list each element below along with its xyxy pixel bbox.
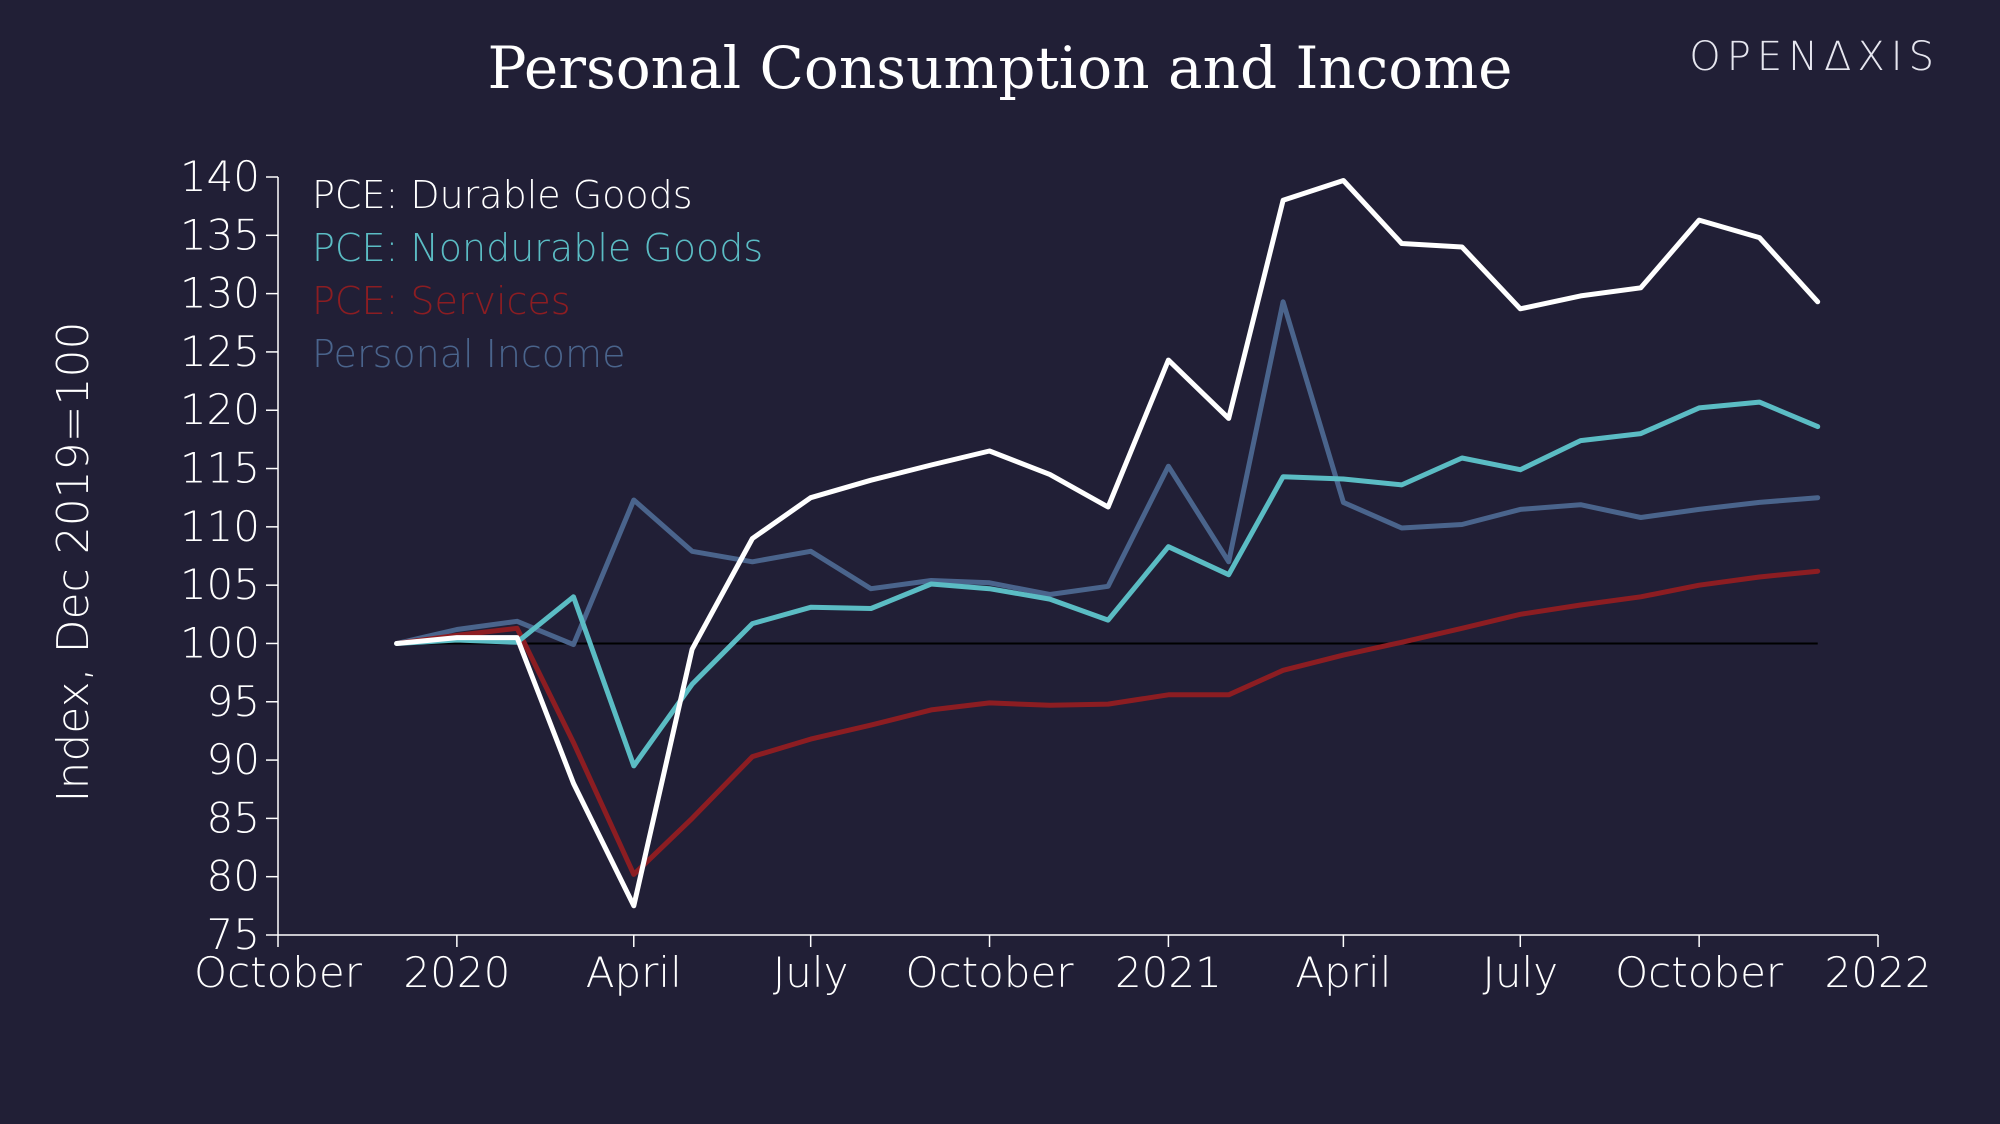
y-tick-label: 110 [180,502,260,551]
x-tick-label: April [1295,948,1391,997]
y-tick-label: 115 [180,444,260,493]
y-tick-label: 105 [180,560,260,609]
series-line-pce-durable-goods [394,178,1821,909]
brand-logo: OPENΔXIS [1689,34,1940,80]
y-tick-label: 95 [207,677,260,726]
x-tick-label: October [194,948,363,997]
x-tick-label: 2021 [1115,948,1222,997]
series-line-pce-nondurable-goods [394,399,1821,769]
y-tick-label: 135 [180,210,260,259]
series-line-personal-income [394,299,1821,648]
y-tick-label: 75 [207,910,260,959]
legend-entry: PCE: Durable Goods [312,173,693,217]
plot-area: 75 80 85 90 95 100 105 110 115 120 125 130 135 140 Oct… [180,152,1932,997]
y-tick-label: 80 [207,852,260,901]
legend-entry: Personal Income [312,332,625,376]
chart-title: Personal Consumption and Income [487,34,1512,102]
y-axis-label: Index, Dec 2019=100 [48,321,99,802]
x-tick-label: October [905,948,1074,997]
y-tick-label: 90 [207,735,260,784]
legend-entry: PCE: Services [312,279,571,323]
x-tick-label: 2022 [1825,948,1932,997]
y-tick-label: 125 [180,327,260,376]
x-tick-label: October [1615,948,1784,997]
y-tick-label: 85 [207,793,260,842]
series-line-pce-services [394,568,1821,877]
y-tick-label: 140 [180,152,260,201]
y-tick-label: 100 [180,618,260,667]
x-tick-label: 2020 [403,948,510,997]
x-tick-label: July [773,948,849,997]
y-tick-label: 120 [180,385,260,434]
legend-entry: PCE: Nondurable Goods [312,226,763,270]
x-tick-label: July [1483,948,1559,997]
x-tick-label: April [586,948,682,997]
y-tick-label: 130 [180,269,260,318]
